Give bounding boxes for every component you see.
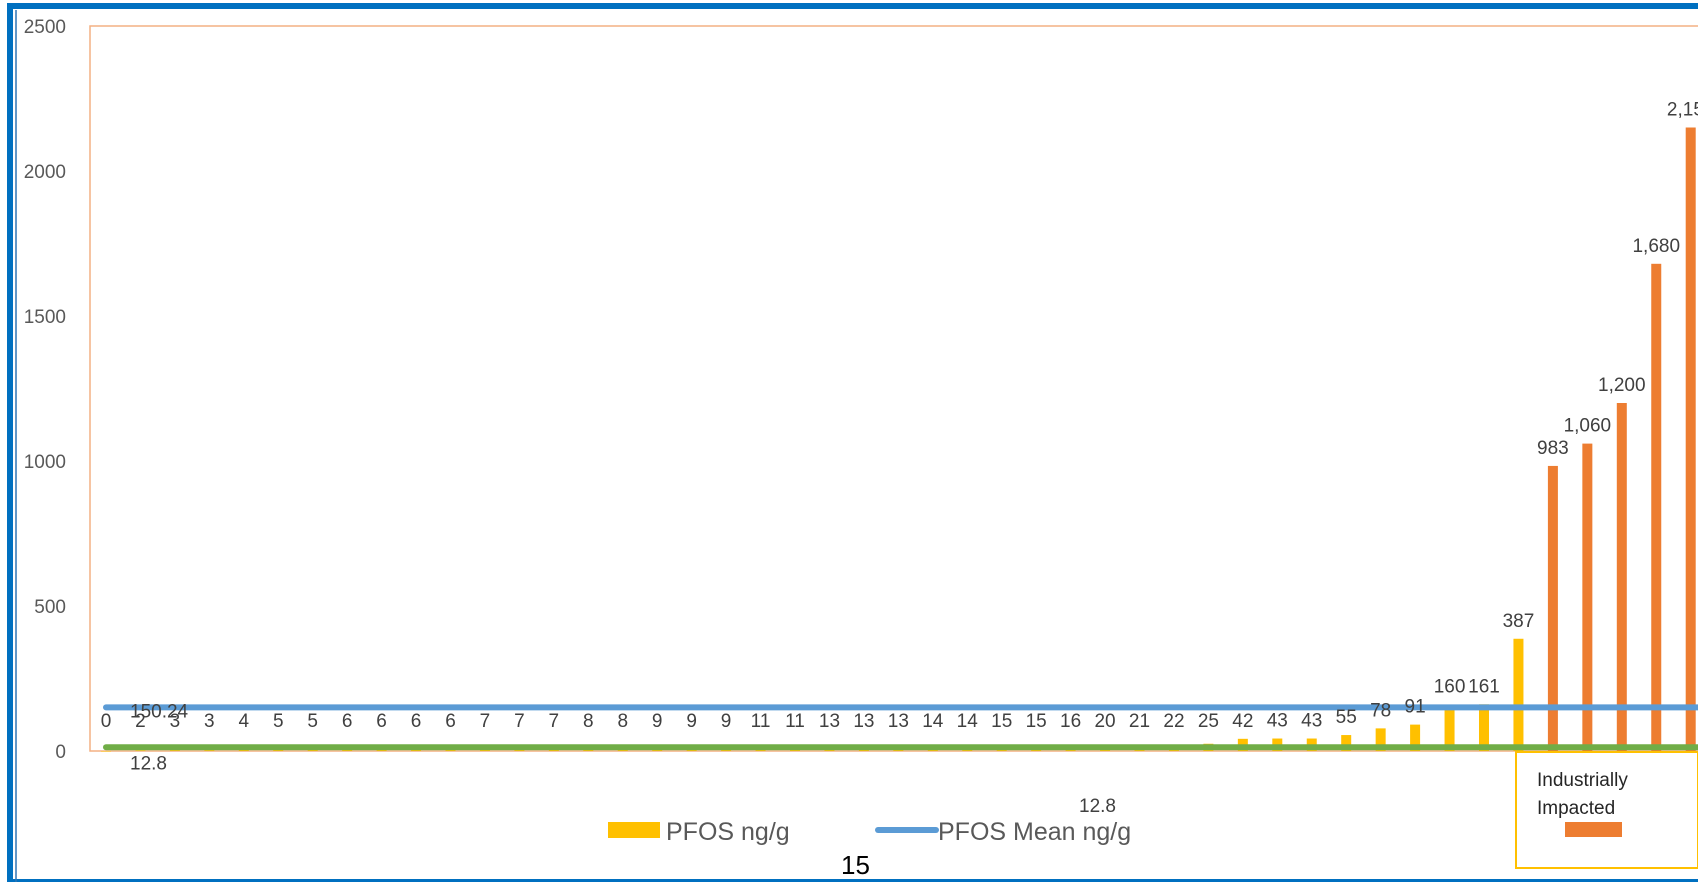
pfos-bar (169, 750, 180, 751)
legend-floating-value: 12.8 (1079, 796, 1116, 817)
plot-area (89, 25, 1698, 752)
bar-value-label: 160 (1434, 677, 1466, 698)
y-tick-label: 500 (34, 597, 66, 618)
bar-value-label: 3 (170, 711, 181, 732)
industrial-bar (1651, 263, 1662, 751)
y-tick-label: 1000 (24, 452, 66, 473)
bar-value-label: 13 (888, 711, 909, 732)
bar-value-label: 11 (785, 711, 805, 732)
bar-value-label: 43 (1301, 711, 1322, 732)
industrial-box-border (1515, 751, 1698, 869)
bar-value-label: 7 (480, 711, 491, 732)
bar-value-label: 13 (819, 711, 840, 732)
bar-series (101, 127, 1696, 752)
legend-swatch-pfos (608, 822, 660, 838)
y-tick-label: 2000 (24, 162, 66, 183)
bar-value-label: 14 (922, 711, 944, 732)
legend: PFOS ng/g PFOS Mean ng/g 12.8 (608, 796, 1131, 846)
data-labels: 0 2 3 3 4 5 5 6 6 6 6 7 7 7 8 8 9 9 9 11 11 13 13 13 14 14 15 15 16 2… (101, 100, 1698, 775)
bar-value-label: 42 (1232, 711, 1253, 732)
bar-value-label: 43 (1267, 711, 1288, 732)
bar-value-label: 3 (204, 711, 215, 732)
bar-value-label: 6 (411, 711, 422, 732)
bar-value-label: 14 (957, 711, 979, 732)
pfos-bar (1341, 735, 1352, 751)
industrial-bar (1685, 127, 1696, 751)
bar-value-label: 387 (1503, 611, 1535, 632)
pfos-bar (1375, 728, 1386, 751)
legend-label-pfos: PFOS ng/g (666, 818, 790, 846)
pfos-bar (1479, 704, 1489, 751)
bar-value-label: 5 (273, 711, 284, 732)
threshold-line-label: 12.8 (130, 753, 167, 774)
bar-value-label: 1,680 (1632, 236, 1680, 257)
pfos-bar (204, 750, 215, 751)
industrial-bar (1547, 465, 1558, 751)
industrial-swatch (1565, 822, 1622, 837)
bar-value-label: 78 (1370, 700, 1391, 721)
bar-value-label: 7 (549, 711, 560, 732)
bar-value-label: 22 (1163, 711, 1184, 732)
bar-value-label: 1,200 (1598, 375, 1646, 396)
bar-value-label: 7 (514, 711, 525, 732)
industrial-label-line1: Industrially (1537, 770, 1628, 791)
pfos-bar (101, 751, 111, 752)
bar-value-label: 6 (376, 711, 387, 732)
bar-value-label: 21 (1129, 711, 1150, 732)
bar-value-label: 983 (1537, 438, 1569, 459)
bar-value-label: 9 (721, 711, 732, 732)
reference-lines (103, 704, 1698, 751)
y-tick-label: 0 (55, 742, 66, 763)
bar-value-label: 55 (1336, 707, 1357, 728)
bar-value-label: 6 (342, 711, 353, 732)
industrial-legend-box: Industrially Impacted (1515, 751, 1698, 869)
industrial-bar (1582, 443, 1593, 751)
bar-value-label: 4 (239, 711, 250, 732)
pfos-bar (135, 750, 146, 751)
bar-value-label: 25 (1198, 711, 1219, 732)
bar-value-label: 15 (1026, 711, 1047, 732)
bar-value-label: 13 (853, 711, 874, 732)
bar-value-label: 16 (1060, 711, 1081, 732)
y-axis: 0 500 1000 1500 2000 2500 (24, 17, 66, 763)
y-tick-label: 2500 (24, 17, 66, 38)
mean-line-label: 150.24 (130, 701, 189, 722)
page-number: 15 (841, 850, 870, 880)
industrial-label-line2: Impacted (1537, 798, 1615, 819)
bar-value-label: 1,060 (1564, 416, 1612, 437)
industrial-bar (1616, 403, 1627, 751)
bar-value-label: 2,150 (1667, 100, 1698, 121)
legend-label-mean: PFOS Mean ng/g (938, 818, 1131, 846)
bar-value-label: 20 (1094, 711, 1115, 732)
bar-value-label: 9 (686, 711, 697, 732)
bar-value-label: 8 (617, 711, 628, 732)
bar-value-label: 91 (1405, 697, 1426, 718)
bar-value-label: 2 (135, 711, 146, 732)
bar-value-label: 9 (652, 711, 663, 732)
bar-value-label: 15 (991, 711, 1012, 732)
bar-value-label: 0 (101, 711, 112, 732)
pfos-bar (1513, 638, 1524, 751)
bar-value-label: 161 (1468, 676, 1500, 697)
bar-value-label: 11 (751, 711, 771, 732)
pfos-bar (238, 749, 249, 751)
y-tick-label: 1500 (24, 307, 66, 328)
pfos-bar (1410, 724, 1421, 751)
pfos-bar (1444, 704, 1455, 751)
bar-value-label: 6 (445, 711, 456, 732)
bar-value-label: 5 (307, 711, 318, 732)
bar-value-label: 8 (583, 711, 594, 732)
